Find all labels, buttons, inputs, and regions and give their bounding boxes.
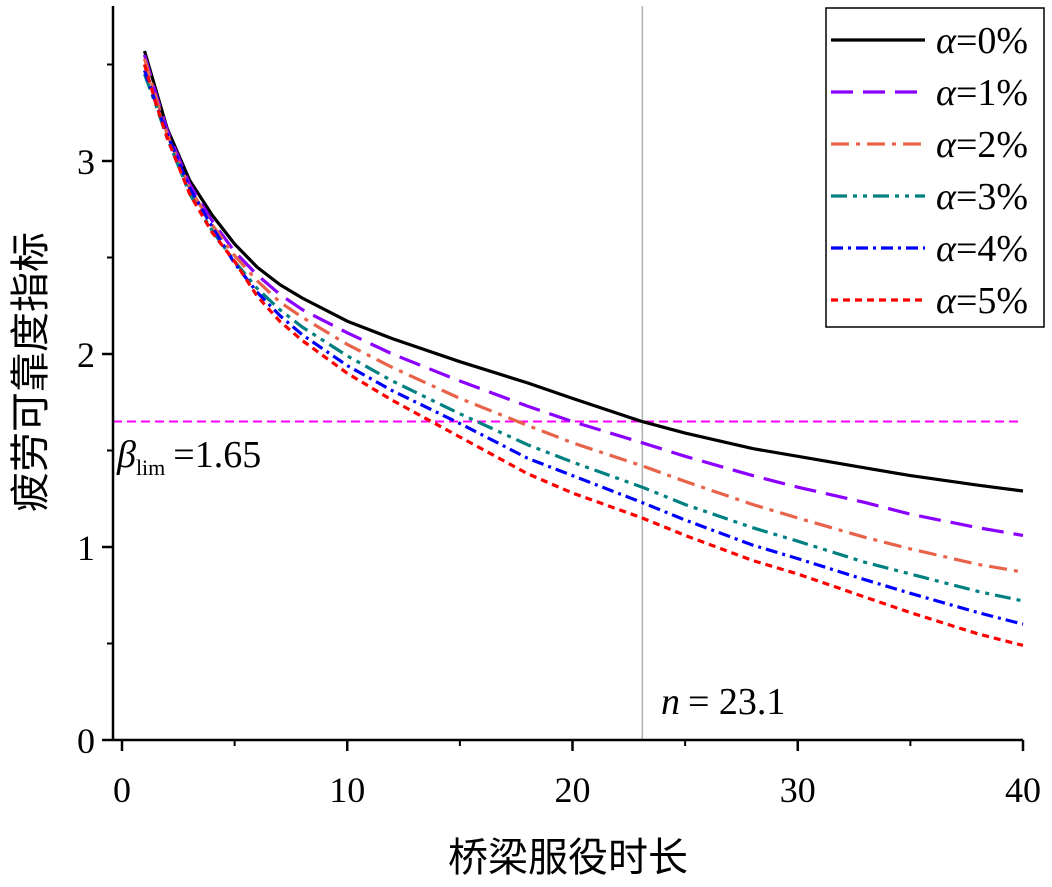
plot-area: [113, 6, 1024, 740]
axes: 0 10 20 30 40 0 1 2 3: [77, 6, 1041, 810]
x-tick-label: 10: [329, 770, 365, 810]
legend-label-1: α=1%: [936, 72, 1028, 114]
legend-value: =2%: [956, 124, 1028, 166]
x-tick-label: 20: [555, 770, 591, 810]
annotations: βlim =1.65 n = 23.1: [116, 434, 785, 723]
legend: α=0%α=1%α=2%α=3%α=4%α=5%: [825, 7, 1045, 328]
service-years-label: n = 23.1: [661, 681, 785, 723]
legend-label-4: α=4%: [936, 228, 1028, 270]
series-line-2: [142, 58, 1024, 574]
legend-label-0: α=0%: [936, 20, 1028, 62]
y-tick-label: 3: [77, 142, 95, 182]
n-symbol: n: [661, 681, 680, 723]
y-tick-label: 2: [77, 335, 95, 375]
legend-value: =0%: [956, 20, 1028, 62]
beta-lim-label: βlim =1.65: [116, 434, 261, 480]
legend-value: =5%: [956, 280, 1028, 322]
series-line-5: [142, 64, 1024, 647]
legend-symbol: α: [936, 228, 957, 270]
legend-label-2: α=2%: [936, 124, 1028, 166]
legend-symbol: α: [936, 72, 957, 114]
y-tick-label: 0: [77, 721, 95, 761]
legend-symbol: α: [936, 124, 957, 166]
series-line-4: [142, 69, 1024, 626]
legend-symbol: α: [936, 20, 957, 62]
legend-label-3: α=3%: [936, 176, 1028, 218]
x-tick-label: 30: [780, 770, 816, 810]
series-line-0: [142, 50, 1024, 493]
x-tick-label: 0: [113, 770, 131, 810]
legend-symbol: α: [936, 176, 957, 218]
legend-value: =1%: [956, 72, 1028, 114]
legend-symbol: α: [936, 280, 957, 322]
legend-label-5: α=5%: [936, 280, 1028, 322]
y-axis-title: 疲劳可靠度指标: [8, 232, 54, 512]
beta-symbol: β: [116, 434, 136, 476]
x-tick-label: 40: [1005, 770, 1041, 810]
legend-value: =3%: [956, 176, 1028, 218]
y-tick-label: 1: [77, 528, 95, 568]
legend-box: [825, 7, 1045, 328]
legend-value: =4%: [956, 228, 1028, 270]
x-axis-title: 桥梁服役时长: [448, 835, 688, 881]
series-line-1: [142, 54, 1024, 537]
beta-value: =1.65: [173, 434, 261, 476]
beta-subscript: lim: [136, 455, 165, 480]
n-value: = 23.1: [688, 681, 785, 723]
